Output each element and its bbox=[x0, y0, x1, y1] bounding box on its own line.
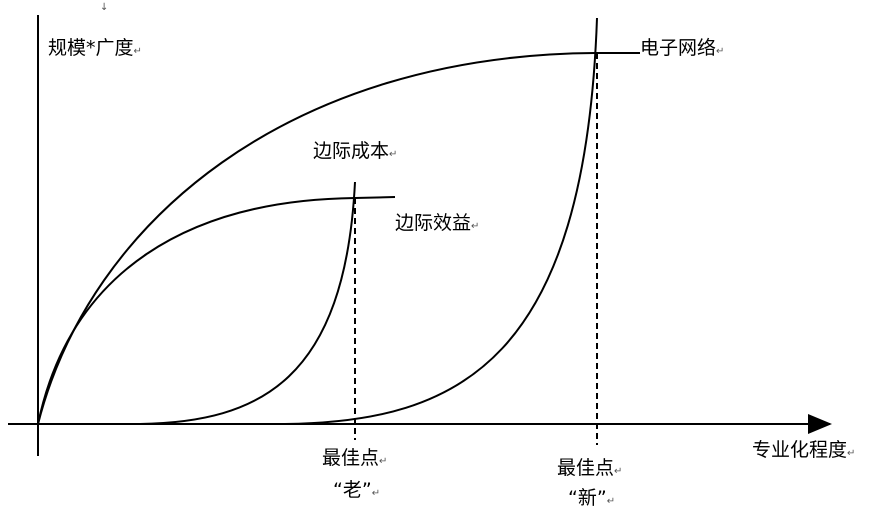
electronic-network-label: 电子网络↵ bbox=[640, 37, 725, 59]
marginal-benefit-label: 边际效益↵ bbox=[395, 212, 480, 234]
x-axis-label: 专业化程度↵ bbox=[752, 439, 856, 461]
down-arrow-mark: ↓ bbox=[100, 2, 109, 13]
benefit-curve-new bbox=[37, 52, 640, 425]
optimum-old-label: 最佳点↵ bbox=[322, 447, 388, 469]
marginal-cost-label: 边际成本↵ bbox=[313, 140, 398, 162]
optimum-new-tag: “新”↵ bbox=[568, 487, 616, 509]
cost-curve-old bbox=[139, 181, 356, 425]
y-axis-label: 规模*广度↵ bbox=[48, 37, 142, 59]
optimum-new-label: 最佳点↵ bbox=[557, 457, 623, 479]
benefit-curve-old bbox=[37, 196, 396, 425]
optimum-old-tag: “老”↵ bbox=[333, 479, 381, 501]
